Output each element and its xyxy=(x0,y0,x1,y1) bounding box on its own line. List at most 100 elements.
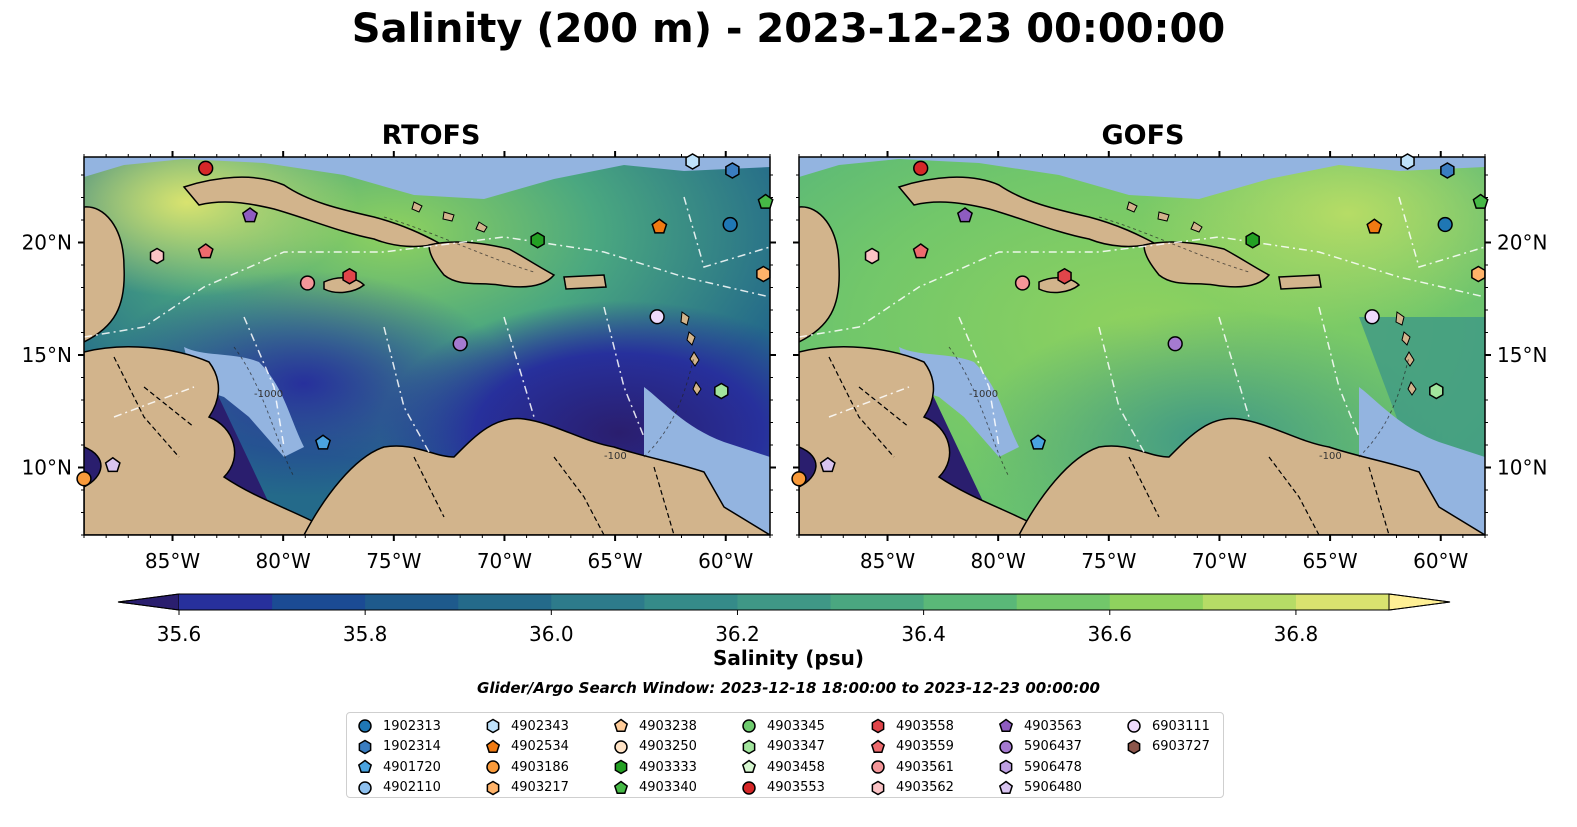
hexagon-icon xyxy=(486,718,500,734)
float-marker-4903553 xyxy=(198,160,214,176)
colorbar-segment xyxy=(830,594,925,610)
legend-label: 4903458 xyxy=(767,759,825,775)
float-marker-4903559 xyxy=(197,243,214,259)
legend-item: 4903340 xyxy=(613,778,697,799)
legend-label: 4901720 xyxy=(383,759,441,775)
legend-item: 4903563 xyxy=(998,716,1082,737)
lat-tick-label: 20°N xyxy=(1497,231,1547,255)
lon-tick-label: 80°W xyxy=(256,549,311,573)
legend-label: 4903340 xyxy=(639,780,697,796)
lon-tick-label: 80°W xyxy=(971,549,1026,573)
float-legend: 1902313 1902314 4901720 4902110 4902343 49025… xyxy=(346,712,1224,798)
float-marker-6903111 xyxy=(649,309,665,325)
legend-item: 4903347 xyxy=(741,737,825,758)
lat-tick-label: 15°N xyxy=(1497,343,1547,367)
legend-item: 6903727 xyxy=(1126,737,1210,758)
lon-tick-label: 75°W xyxy=(366,549,421,573)
legend-label: 4903558 xyxy=(896,718,954,734)
contour-label: -100 xyxy=(604,451,627,462)
circle-icon xyxy=(358,719,372,733)
pentagon-icon xyxy=(870,739,886,753)
float-marker-4901720 xyxy=(1029,434,1047,450)
figure-title: Salinity (200 m) - 2023-12-23 00:00:00 xyxy=(351,6,1226,52)
float-marker-4903333 xyxy=(1245,231,1260,249)
colorbar-segment xyxy=(179,594,273,610)
legend-item: 4901720 xyxy=(357,757,441,778)
lon-tick-label: 65°W xyxy=(1302,549,1357,573)
pentagon-icon xyxy=(998,780,1014,794)
legend-label: 6903111 xyxy=(1152,718,1210,734)
colorbar-segment xyxy=(644,594,738,610)
legend-label: 4903347 xyxy=(767,739,825,755)
legend-label: 5906478 xyxy=(1024,759,1082,775)
legend-item: 1902314 xyxy=(357,737,441,758)
colorbar: 35.6 35.8 36.0 36.2 36.4 36.6 36.8 xyxy=(117,593,1451,646)
circle-icon xyxy=(999,740,1013,754)
legend-label: 4902110 xyxy=(383,780,441,796)
circle-icon xyxy=(742,781,756,795)
float-marker-4903558 xyxy=(1057,267,1072,285)
legend-column: 4903563 5906437 5906478 5906480 xyxy=(998,716,1082,798)
legend-item: 4902534 xyxy=(485,737,569,758)
legend-label: 4903563 xyxy=(1024,718,1082,734)
legend-item: 4903250 xyxy=(613,737,697,758)
lon-tick-label: 60°W xyxy=(698,549,753,573)
legend-item: 4903553 xyxy=(741,778,825,799)
lat-tick-label: 15°N xyxy=(22,343,72,367)
hexagon-icon xyxy=(614,759,628,775)
float-marker-4903347 xyxy=(1429,382,1444,400)
colorbar-extend-min xyxy=(117,593,180,611)
rtofs-title: RTOFS xyxy=(381,120,481,151)
legend-column: 4903345 4903347 4903458 4903553 xyxy=(741,716,825,798)
lat-tick-label: 10°N xyxy=(22,456,72,480)
legend-item: 5906480 xyxy=(998,778,1082,799)
hexagon-icon xyxy=(358,739,372,755)
colorbar-tick-label: 36.0 xyxy=(529,622,574,646)
float-marker-4903562 xyxy=(149,247,165,265)
colorbar-segment xyxy=(1295,594,1390,610)
legend-label: 4903561 xyxy=(896,759,954,775)
colorbar-tick-label: 36.8 xyxy=(1274,622,1319,646)
legend-item: 4903333 xyxy=(613,757,697,778)
float-marker-4903563 xyxy=(241,207,258,223)
colorbar-segment xyxy=(551,594,645,610)
colorbar-segment xyxy=(365,594,459,610)
colorbar-tick-label: 35.6 xyxy=(157,622,202,646)
legend-column: 4902343 4902534 4903186 4903217 xyxy=(485,716,569,798)
legend-item: 4903217 xyxy=(485,778,569,799)
hexagon-icon xyxy=(871,718,885,734)
legend-item: 4903559 xyxy=(870,737,954,758)
float-marker-1902313 xyxy=(722,216,738,233)
colorbar-segment xyxy=(1109,594,1204,610)
legend-item: 5906478 xyxy=(998,757,1082,778)
search-window-caption: Glider/Argo Search Window: 2023-12-18 18… xyxy=(477,679,1100,697)
float-marker-5906480 xyxy=(104,456,121,473)
legend-item: 4903562 xyxy=(870,778,954,799)
legend-label: 1902313 xyxy=(383,718,441,734)
legend-label: 1902314 xyxy=(383,739,441,755)
legend-item: 4903561 xyxy=(870,757,954,778)
colorbar-segment xyxy=(923,594,1018,610)
pentagon-icon xyxy=(485,739,501,753)
float-marker-5906437 xyxy=(452,336,468,352)
float-marker-4902343 xyxy=(685,153,700,170)
lon-tick-label: 65°W xyxy=(587,549,642,573)
float-marker-4903217 xyxy=(756,265,771,283)
legend-label: 4903559 xyxy=(896,739,954,755)
hexagon-icon xyxy=(999,759,1013,775)
legend-item: 4903345 xyxy=(741,716,825,737)
float-marker-4903186 xyxy=(791,471,807,487)
lon-tick-label: 75°W xyxy=(1081,549,1136,573)
lon-tick-label: 60°W xyxy=(1413,549,1468,573)
lon-tick-label: 85°W xyxy=(860,549,915,573)
float-marker-4902534 xyxy=(651,218,668,234)
float-marker-4902534 xyxy=(1366,218,1383,234)
float-marker-4901720 xyxy=(314,434,332,450)
gofs-title: GOFS xyxy=(1101,120,1185,151)
rtofs-map: -1000 -100 xyxy=(76,151,776,541)
colorbar-segment xyxy=(1016,594,1111,610)
colorbar-segment xyxy=(458,594,552,610)
legend-label: 4903553 xyxy=(767,780,825,796)
gofs-map: -1000 -100 xyxy=(791,151,1491,541)
